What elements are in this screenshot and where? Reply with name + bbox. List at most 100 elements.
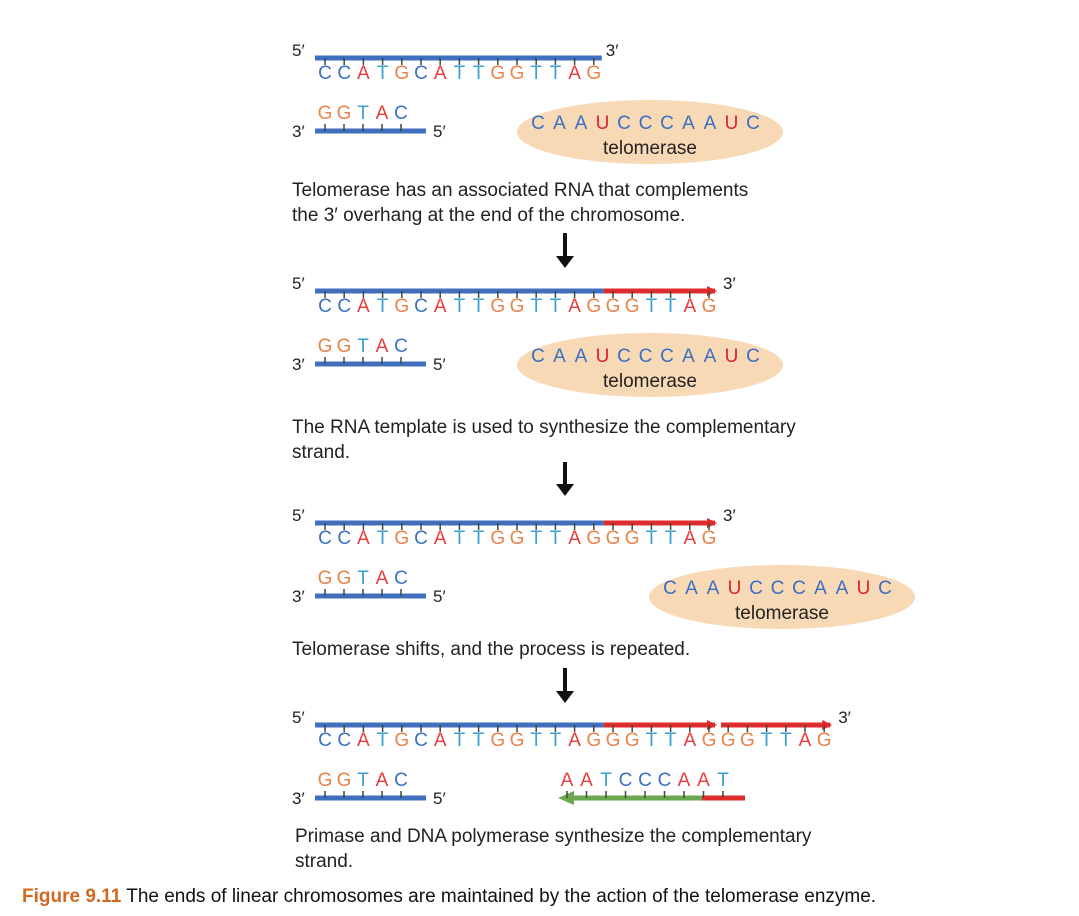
top-base: T xyxy=(454,63,466,84)
top-base: T xyxy=(646,296,658,317)
rna-base: C xyxy=(531,113,545,134)
top-3prime-label: 3′ xyxy=(723,274,736,293)
top-base: T xyxy=(454,528,466,549)
rna-base: A xyxy=(814,578,827,599)
caption-line-2: strand. xyxy=(295,851,353,872)
top-base: T xyxy=(530,296,542,317)
rna-base: U xyxy=(725,113,739,134)
step-arrowhead xyxy=(556,256,574,268)
top-base: C xyxy=(414,296,428,317)
rna-base: A xyxy=(553,113,566,134)
top-base: A xyxy=(683,296,696,317)
bottom-base: G xyxy=(337,770,352,791)
new-base: C xyxy=(658,770,672,791)
bottom-base: T xyxy=(357,336,369,357)
new-base: C xyxy=(638,770,652,791)
top-base: C xyxy=(337,296,351,317)
caption-line-1: Telomerase shifts, and the process is re… xyxy=(292,639,690,660)
bottom-base: T xyxy=(357,103,369,124)
top-base: T xyxy=(377,730,389,751)
rna-base: C xyxy=(639,346,653,367)
top-base: G xyxy=(510,296,525,317)
top-base: T xyxy=(473,63,485,84)
top-base: G xyxy=(586,296,601,317)
top-base: G xyxy=(490,63,505,84)
top-base: C xyxy=(414,63,428,84)
top-base: A xyxy=(357,296,370,317)
top-base: T xyxy=(473,296,485,317)
top-3prime-label: 3′ xyxy=(838,708,851,727)
bottom-base: A xyxy=(376,770,389,791)
bottom-base: C xyxy=(394,770,408,791)
top-5prime-label: 5′ xyxy=(292,41,305,60)
bottom-base: G xyxy=(318,770,333,791)
top-base: T xyxy=(550,296,562,317)
top-base: C xyxy=(414,730,428,751)
top-base: T xyxy=(646,528,658,549)
top-base: A xyxy=(434,296,447,317)
bottom-5prime-label: 5′ xyxy=(433,122,446,141)
top-base: A xyxy=(568,63,581,84)
top-base: C xyxy=(318,296,332,317)
top-base: T xyxy=(473,730,485,751)
bottom-5prime-label: 5′ xyxy=(433,355,446,374)
top-base: A xyxy=(434,63,447,84)
top-base: A xyxy=(799,730,812,751)
bottom-base: A xyxy=(376,103,389,124)
rna-base: C xyxy=(749,578,763,599)
bottom-base: G xyxy=(337,568,352,589)
telomerase-label: telomerase xyxy=(603,371,697,392)
top-base: G xyxy=(702,730,717,751)
rna-base: C xyxy=(746,346,760,367)
top-base: G xyxy=(394,296,409,317)
new-base: A xyxy=(678,770,691,791)
top-base: G xyxy=(586,730,601,751)
caption-line-2: strand. xyxy=(292,442,350,463)
rna-base: C xyxy=(746,113,760,134)
top-base: C xyxy=(337,730,351,751)
top-base: T xyxy=(665,296,677,317)
top-base: A xyxy=(357,730,370,751)
panel-3: 5′ 3′C C A T G C A T T G G T T A G G G T T A G3′ 5′G G T A C C A A U C C… xyxy=(292,506,915,660)
top-base: G xyxy=(817,730,832,751)
rna-base: A xyxy=(704,346,717,367)
bottom-base: G xyxy=(337,103,352,124)
rna-base: U xyxy=(596,346,610,367)
top-base: T xyxy=(646,730,658,751)
new-base: A xyxy=(561,770,574,791)
new-base: A xyxy=(580,770,593,791)
rna-base: U xyxy=(596,113,610,134)
polymerase-arrowhead xyxy=(558,791,574,805)
rna-base: A xyxy=(682,113,695,134)
top-base: G xyxy=(606,730,621,751)
top-5prime-label: 5′ xyxy=(292,708,305,727)
top-base: G xyxy=(510,63,525,84)
figure-caption: Figure 9.11 The ends of linear chromosom… xyxy=(22,886,876,908)
top-5prime-label: 5′ xyxy=(292,274,305,293)
telomerase-enzyme xyxy=(649,565,915,629)
rna-base: C xyxy=(617,113,631,134)
new-base: A xyxy=(697,770,710,791)
caption-line-2: the 3′ overhang at the end of the chromo… xyxy=(292,205,685,226)
rna-base: C xyxy=(639,113,653,134)
rna-base: C xyxy=(617,346,631,367)
top-base: T xyxy=(550,63,562,84)
top-base: A xyxy=(568,528,581,549)
top-base: T xyxy=(454,296,466,317)
telomerase-diagram: 5′ 3′C C A T G C A T T G G T T A G3′ 5′G G T A C C A A U C C C A A U Ct… xyxy=(292,41,915,872)
top-base: T xyxy=(530,528,542,549)
top-base: T xyxy=(530,730,542,751)
figure-caption-text: The ends of linear chromosomes are maint… xyxy=(121,886,877,907)
telomerase-label: telomerase xyxy=(735,603,829,624)
rna-base: A xyxy=(682,346,695,367)
bottom-base: G xyxy=(337,336,352,357)
bottom-5prime-label: 5′ xyxy=(433,789,446,808)
rna-base: A xyxy=(707,578,720,599)
bottom-base: G xyxy=(318,568,333,589)
top-base: T xyxy=(473,528,485,549)
bottom-base: C xyxy=(394,103,408,124)
panel-1: 5′ 3′C C A T G C A T T G G T T A G3′ 5′G G T A C C A A U C C C A A U Ct… xyxy=(292,41,783,226)
telomerase-enzyme xyxy=(517,100,783,164)
top-base: G xyxy=(586,528,601,549)
rna-base: C xyxy=(878,578,892,599)
